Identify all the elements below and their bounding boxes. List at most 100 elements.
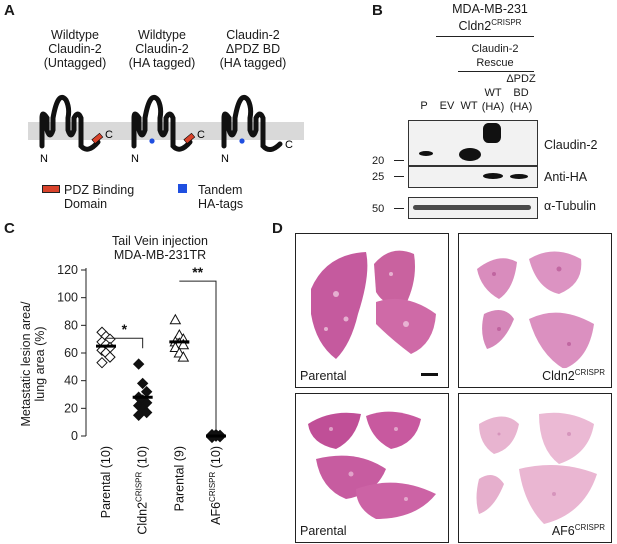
y-tick-label: 60 xyxy=(64,346,78,360)
y-tick-label: 100 xyxy=(57,291,78,305)
marker-50: 50 xyxy=(372,203,385,215)
lung-tissue-parental-1 xyxy=(311,250,436,359)
topology-untagged: N C xyxy=(28,94,122,165)
lung-label-parental-2: Parental xyxy=(300,524,347,538)
lung-image-parental-1: Parental xyxy=(295,233,449,388)
n-terminus-dpdz: N xyxy=(221,153,229,165)
y-tick-label: 40 xyxy=(64,374,78,388)
construct-untagged-line2: Claudin-2 xyxy=(48,42,102,56)
lung-label-parental-1: Parental xyxy=(300,369,347,383)
data-point xyxy=(104,351,116,363)
construct-ha-line2: Claudin-2 xyxy=(135,42,189,56)
category-label: AF6CRISPR (10) xyxy=(208,446,223,525)
lane-label-wt-ha: WT (HA) xyxy=(480,86,506,114)
lane-dpdz-line3: (HA) xyxy=(509,101,533,113)
data-point xyxy=(177,351,190,362)
marker-50-tick xyxy=(394,208,404,209)
data-point xyxy=(132,358,145,370)
marker-20-tick xyxy=(394,160,404,161)
ha-tag-ha xyxy=(149,138,155,144)
cell-line-label: MDA-MB-231 xyxy=(452,2,528,16)
lung-image-parental-2: Parental xyxy=(295,393,449,543)
legend-pdz-line1: PDZ Binding xyxy=(64,183,135,197)
marker-25: 25 xyxy=(372,171,385,183)
legend-pdz-line2: Domain xyxy=(64,197,108,211)
lung-image-cldn2: Cldn2CRISPR xyxy=(458,233,612,388)
chart-title-line1: Tail Vein injection xyxy=(112,234,208,248)
y-tick-label: 20 xyxy=(64,401,78,415)
y-tick-label: 80 xyxy=(64,318,78,332)
marker-20: 20 xyxy=(372,155,385,167)
lane-label-p: P xyxy=(420,100,428,112)
construct-untagged-label: Wildtype Claudin-2 (Untagged) xyxy=(20,28,130,70)
legend-pdz-label: PDZ Binding Domain xyxy=(64,183,134,211)
lane-wt-ha-line1: WT xyxy=(484,87,502,99)
panel-a-letter: A xyxy=(4,2,15,19)
legend-ha-swatch xyxy=(178,184,187,193)
pdz-domain-untagged xyxy=(91,132,104,144)
legend-ha-label: Tandem HA-tags xyxy=(198,183,243,211)
data-point xyxy=(169,341,182,352)
c-terminus-ha: C xyxy=(197,129,205,141)
lung-label-af6-sup: CRISPR xyxy=(574,522,605,532)
lane-label-ev: EV xyxy=(439,100,455,112)
blot-label-anti-ha: Anti-HA xyxy=(544,170,588,184)
data-point xyxy=(169,313,182,325)
construct-ha-line3: (HA tagged) xyxy=(128,56,196,70)
blot-label-tubulin: α-Tubulin xyxy=(544,199,596,213)
legend-ha-line2: HA-tags xyxy=(198,197,244,211)
significance-bracket xyxy=(179,280,217,430)
c-terminus-untagged: C xyxy=(105,129,113,141)
lung-label-cldn2-sup: CRISPR xyxy=(574,367,605,377)
n-terminus-ha: N xyxy=(131,153,139,165)
cldn2-bracket xyxy=(436,36,534,37)
cldn2-crispr-label: Cldn2CRISPR xyxy=(440,16,540,33)
rescue-label: Claudin-2 Rescue xyxy=(455,42,535,70)
legend-ha-line1: Tandem xyxy=(198,183,243,197)
significance-bracket xyxy=(106,337,144,349)
topology-ha: N C xyxy=(120,94,214,165)
significance-label: ** xyxy=(192,264,203,280)
data-point xyxy=(96,356,108,369)
lung-label-af6-text: AF6 xyxy=(551,524,575,538)
blot-anti-ha xyxy=(408,166,538,188)
chart-title-line2: MDA-MB-231TR xyxy=(113,248,207,262)
construct-dpdz-line1: Claudin-2 xyxy=(226,28,280,42)
panel-d-letter: D xyxy=(272,220,283,237)
band-claudin2-wtha xyxy=(483,123,501,143)
band-ha-wtha xyxy=(483,173,503,179)
rescue-line1: Claudin-2 xyxy=(471,43,519,55)
construct-ha-line1: Wildtype xyxy=(138,28,186,42)
band-tubulin xyxy=(413,205,531,210)
legend-pdz-swatch xyxy=(42,185,60,193)
cldn2-sup: CRISPR xyxy=(491,18,522,27)
lane-label-wt: WT xyxy=(460,100,478,112)
lung-label-af6: AF6CRISPR xyxy=(551,522,605,538)
rescue-bracket xyxy=(458,71,534,72)
construct-dpdz-label: Claudin-2 ΔPDZ BD (HA tagged) xyxy=(198,28,308,70)
lung-label-cldn2-text: Cldn2 xyxy=(542,369,575,383)
lane-label-dpdz: ΔPDZ BD (HA) xyxy=(505,72,537,114)
significance-label: * xyxy=(122,321,128,337)
construct-untagged-line3: (Untagged) xyxy=(43,56,107,70)
data-point xyxy=(177,338,190,350)
category-label: Parental (9) xyxy=(172,446,186,511)
blot-label-claudin2: Claudin-2 xyxy=(544,138,598,152)
lung-tissue-af6 xyxy=(476,412,597,524)
construct-ha-label: Wildtype Claudin-2 (HA tagged) xyxy=(107,28,217,70)
lung-tissue-parental-2 xyxy=(308,411,436,519)
pdz-domain-ha xyxy=(183,132,196,144)
panel-c-letter: C xyxy=(4,220,15,237)
topology-dpdz: N C xyxy=(210,94,304,165)
construct-dpdz-line3: (HA tagged) xyxy=(219,56,287,70)
category-label: Parental (10) xyxy=(99,446,113,518)
c-terminus-dpdz: C xyxy=(285,139,293,151)
lung-image-af6: AF6CRISPR xyxy=(458,393,612,543)
construct-dpdz-line2: ΔPDZ BD xyxy=(225,42,281,56)
y-tick-label: 0 xyxy=(71,429,78,443)
data-point xyxy=(136,377,149,390)
marker-25-tick xyxy=(394,176,404,177)
n-terminus-untagged: N xyxy=(40,153,48,165)
data-point xyxy=(140,406,153,419)
band-claudin2-wt xyxy=(459,148,481,161)
